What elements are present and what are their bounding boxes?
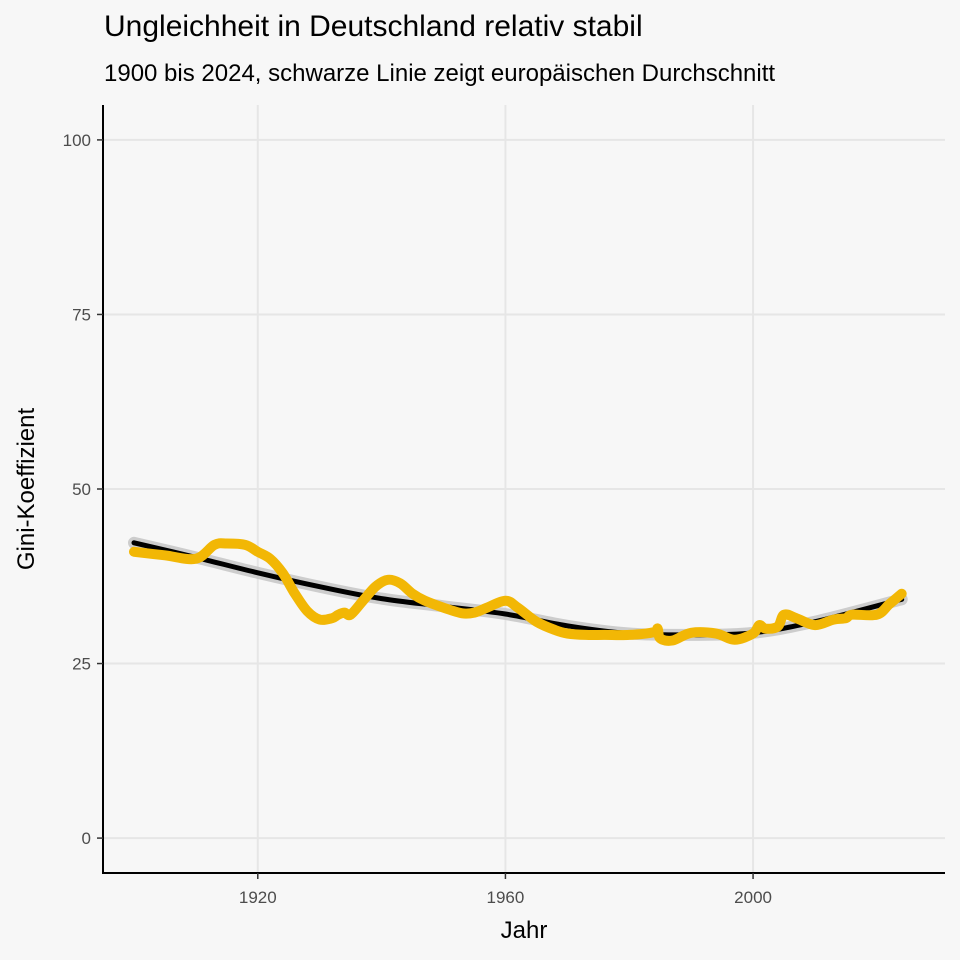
y-tick-label: 100 <box>63 131 91 150</box>
y-tick-label: 50 <box>72 480 91 499</box>
y-tick-label: 75 <box>72 305 91 324</box>
x-tick-label: 1960 <box>487 888 525 907</box>
y-tick-label: 25 <box>72 655 91 674</box>
chart-title: Ungleichheit in Deutschland relativ stab… <box>104 10 643 43</box>
y-tick-label: 0 <box>82 829 91 848</box>
germany-line <box>129 538 907 646</box>
grid-lines <box>103 105 945 873</box>
y-axis-label: Gini-Koeffizient <box>13 408 40 571</box>
x-axis-label: Jahr <box>501 917 548 944</box>
x-tick-label: 1920 <box>239 888 277 907</box>
tick-labels: 0 25 50 75 100 1920 1960 2000 <box>63 131 772 907</box>
data-series <box>128 536 908 646</box>
x-tick-label: 2000 <box>734 888 772 907</box>
chart-subtitle: 1900 bis 2024, schwarze Linie zeigt euro… <box>104 60 776 87</box>
europe-confidence-band <box>128 536 908 641</box>
axes <box>97 105 945 879</box>
